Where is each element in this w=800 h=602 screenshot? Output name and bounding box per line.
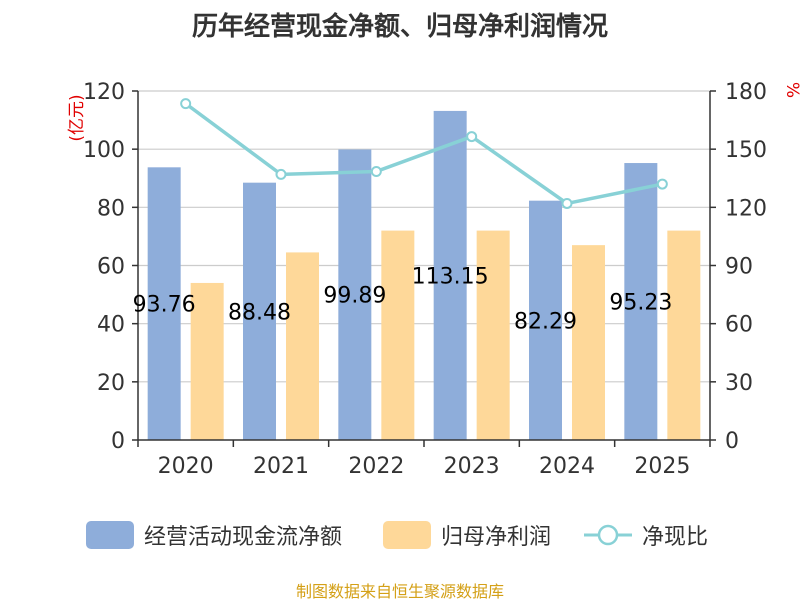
legend-line-ratio (584, 524, 632, 546)
bar-value-label: 99.89 (323, 284, 386, 309)
y-tick-label-left: 100 (83, 138, 125, 163)
x-tick-label: 2024 (539, 454, 595, 479)
ratio-point[interactable] (561, 197, 573, 209)
legend-item-cashflow[interactable]: 经营活动现金流净额 (86, 515, 342, 555)
ratio-line-path (184, 102, 663, 206)
bar-cashflow[interactable] (529, 200, 562, 440)
chart-title: 历年经营现金净额、归母净利润情况 (191, 12, 608, 42)
legend-item-net-profit[interactable]: 归母净利润 (383, 515, 551, 555)
y-tick-label-left: 60 (97, 255, 125, 280)
bar-cashflow[interactable] (147, 167, 181, 440)
ratio-point[interactable] (180, 98, 192, 110)
bars (147, 110, 701, 441)
bar-value-labels: 93.76 88.48 99.89 113.15 82.29 95.23 (133, 264, 673, 334)
y-tick-label-left: 40 (97, 313, 125, 338)
bar-cashflow[interactable] (243, 182, 276, 441)
y-tick-label-right: 120 (725, 196, 767, 221)
bar-cashflow[interactable] (433, 110, 467, 440)
y-tick-label-right: 60 (725, 313, 753, 338)
chart-plot: 0 20 40 60 80 100 120 0 30 60 90 120 150 180 2020 2021 2… (67, 80, 800, 479)
bar-cashflow[interactable] (624, 163, 658, 440)
legend: 经营活动现金流净额 归母净利润 净现比 (0, 515, 800, 555)
legend-label-ratio: 净现比 (642, 525, 709, 550)
legend-item-ratio[interactable]: 净现比 (584, 515, 708, 555)
bar-net-profit[interactable] (381, 230, 415, 440)
y-axis-unit-right: % (782, 82, 800, 98)
legend-swatch-cashflow (86, 521, 134, 549)
bar-value-label: 95.23 (609, 291, 672, 316)
bar-value-label: 82.29 (514, 309, 577, 334)
bar-value-label: 93.76 (133, 293, 196, 318)
axes: 0 20 40 60 80 100 120 0 30 60 90 120 150 180 2020 2021 2… (83, 80, 767, 479)
y-tick-label-left: 80 (97, 196, 125, 221)
ratio-line (180, 98, 668, 209)
legend-swatch-net-profit (383, 521, 431, 549)
y-tick-label-left: 0 (111, 429, 125, 454)
ratio-point[interactable] (466, 131, 478, 143)
bar-net-profit[interactable] (572, 245, 605, 440)
bar-net-profit[interactable] (667, 230, 701, 440)
bar-value-label: 88.48 (228, 300, 291, 325)
bar-net-profit[interactable] (190, 282, 224, 440)
gridlines (138, 90, 710, 383)
y-tick-label-right: 30 (725, 371, 753, 396)
y-tick-label-right: 90 (725, 255, 753, 280)
bar-net-profit[interactable] (286, 252, 319, 440)
legend-label-cashflow: 经营活动现金流净额 (144, 525, 343, 550)
x-tick-label: 2022 (348, 454, 404, 479)
y-tick-label-right: 180 (725, 80, 767, 105)
ratio-point[interactable] (275, 168, 287, 180)
y-tick-label-left: 120 (83, 80, 125, 105)
bar-net-profit[interactable] (476, 230, 510, 440)
ratio-point[interactable] (370, 165, 382, 177)
bar-cashflow[interactable] (338, 149, 372, 441)
y-tick-label-right: 150 (725, 138, 767, 163)
ratio-point[interactable] (656, 178, 668, 190)
y-tick-label-left: 20 (97, 371, 125, 396)
source-note: 制图数据来自恒生聚源数据库 (295, 582, 504, 601)
x-tick-label: 2025 (634, 454, 690, 479)
bar-value-label: 113.15 (412, 264, 489, 289)
x-tick-label: 2020 (158, 454, 214, 479)
x-tick-label: 2023 (444, 454, 500, 479)
legend-label-net-profit: 归母净利润 (441, 525, 552, 550)
x-tick-label: 2021 (253, 454, 309, 479)
y-tick-label-right: 0 (725, 429, 739, 454)
y-axis-unit-left: (亿元) (67, 94, 87, 141)
